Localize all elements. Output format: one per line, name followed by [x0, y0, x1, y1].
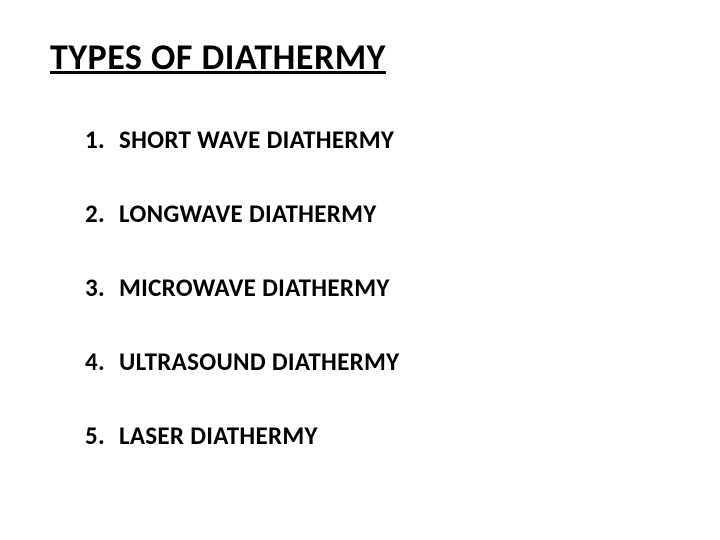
item-text: MICROWAVE DIATHERMY [119, 272, 390, 303]
numbered-list: 1. SHORT WAVE DIATHERMY 2. LONGWAVE DIAT… [50, 124, 670, 451]
item-text: LASER DIATHERMY [119, 420, 318, 451]
item-text: ULTRASOUND DIATHERMY [119, 346, 399, 377]
item-number: 2. [85, 198, 113, 229]
item-number: 5. [85, 420, 113, 451]
item-number: 1. [85, 124, 113, 155]
item-text: LONGWAVE DIATHERMY [119, 198, 377, 229]
page-title: TYPES OF DIATHERMY [50, 35, 670, 79]
item-number: 3. [85, 272, 113, 303]
item-text: SHORT WAVE DIATHERMY [119, 124, 394, 155]
list-item: 2. LONGWAVE DIATHERMY [85, 198, 670, 229]
item-number: 4. [85, 346, 113, 377]
list-item: 3. MICROWAVE DIATHERMY [85, 272, 670, 303]
list-item: 1. SHORT WAVE DIATHERMY [85, 124, 670, 155]
list-item: 5. LASER DIATHERMY [85, 420, 670, 451]
list-item: 4. ULTRASOUND DIATHERMY [85, 346, 670, 377]
